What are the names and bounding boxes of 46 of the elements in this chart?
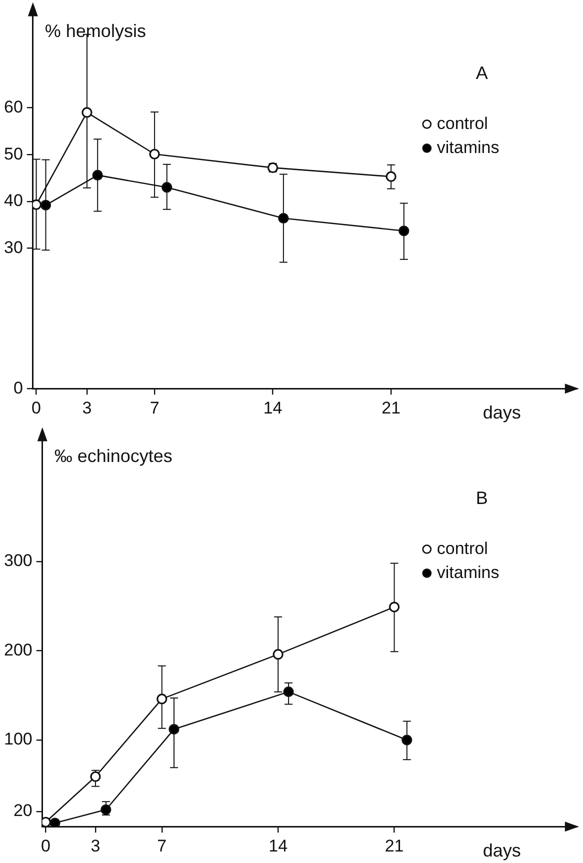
point — [162, 182, 172, 193]
point — [398, 226, 410, 236]
point — [386, 171, 396, 182]
point — [92, 170, 103, 180]
x-tick-label: 7 — [157, 836, 167, 856]
point — [272, 649, 284, 660]
point — [40, 200, 52, 210]
point — [388, 602, 400, 612]
legend-label: vitamins — [436, 138, 500, 157]
point — [32, 199, 42, 210]
text: B — [476, 488, 488, 508]
x-tick-label: 7 — [150, 398, 160, 418]
x-tick-label: 3 — [90, 836, 100, 856]
y-axis-title: % hemolysis — [44, 21, 146, 42]
point — [90, 771, 101, 782]
point — [149, 148, 160, 160]
x-axis-title: days — [482, 402, 521, 423]
y-tick-label: 200 — [4, 640, 32, 660]
point — [82, 107, 92, 118]
x-tick-label: 14 — [268, 836, 288, 856]
point — [168, 724, 180, 735]
y-tick-label: 30 — [4, 238, 23, 257]
x-tick-label: 21 — [382, 398, 401, 418]
point — [402, 734, 412, 746]
point — [283, 686, 294, 698]
x-tick-label: 0 — [40, 836, 50, 856]
point — [100, 804, 112, 815]
y-tick-label: 300 — [4, 551, 32, 570]
y-tick-label: 20 — [13, 801, 32, 820]
y-tick-label: 40 — [4, 191, 23, 210]
point — [278, 212, 289, 224]
x-axis-title: days — [482, 840, 521, 861]
x-tick-label: 3 — [82, 398, 92, 418]
text: A — [476, 63, 488, 84]
x-tick-label: 21 — [384, 836, 404, 856]
y-tick-label: 60 — [4, 97, 23, 116]
y-axis-title: ‰ echinocytes — [54, 446, 172, 466]
legend-label: control — [436, 114, 488, 133]
y-tick-label: 50 — [4, 144, 23, 164]
y-tick-label: 100 — [4, 730, 32, 749]
x-tick-label: 14 — [263, 398, 282, 418]
legend-label: vitamins — [436, 562, 500, 582]
point — [156, 694, 168, 704]
y-tick-label: 0 — [13, 378, 23, 398]
legend-label: control — [436, 538, 488, 558]
point — [50, 818, 60, 827]
